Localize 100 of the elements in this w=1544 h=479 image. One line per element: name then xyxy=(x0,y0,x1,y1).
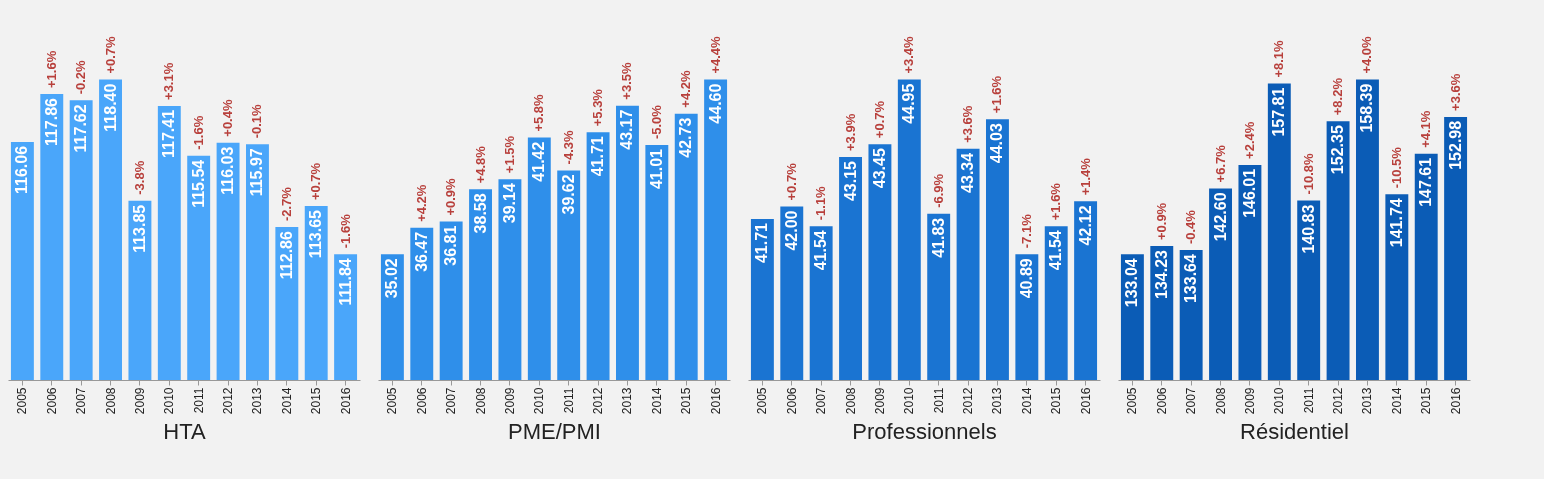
annotation: +0.7% xyxy=(783,162,799,201)
annotation: +2.4% xyxy=(1241,121,1257,159)
data-label: 133.64 xyxy=(1182,254,1200,304)
data-label: 158.39 xyxy=(1358,83,1376,133)
data-label: 113.85 xyxy=(130,204,148,253)
data-label: 41.71 xyxy=(589,136,607,177)
data-label: 117.62 xyxy=(72,104,90,153)
annotation: +3.6% xyxy=(960,105,976,143)
data-label: 117.86 xyxy=(42,97,60,147)
x-tick-label: 2005 xyxy=(755,387,770,415)
x-tick-label: 2011 xyxy=(1301,387,1316,414)
annotation: -0.4% xyxy=(1183,209,1199,245)
annotation: +4.1% xyxy=(1418,110,1434,148)
x-tick-label: 2008 xyxy=(843,387,858,415)
annotation: +0.7% xyxy=(308,162,324,201)
x-axis-title: Résidentiel xyxy=(1240,419,1349,445)
x-tick-label: 2010 xyxy=(1272,387,1287,415)
x-tick-label: 2007 xyxy=(74,387,89,415)
annotation: +4.4% xyxy=(707,35,723,74)
x-axis-title: HTA xyxy=(163,419,207,445)
data-label: 157.81 xyxy=(1270,87,1288,137)
x-tick-label: 2007 xyxy=(1184,387,1199,415)
x-tick-label: 2016 xyxy=(1448,387,1463,415)
data-label: 118.40 xyxy=(101,83,119,132)
data-label: 41.42 xyxy=(530,141,548,182)
x-tick-label: 2012 xyxy=(1331,387,1346,415)
x-tick-label: 2011 xyxy=(931,387,946,414)
x-tick-label: 2015 xyxy=(309,387,324,415)
data-label: 42.00 xyxy=(782,210,800,251)
data-label: 146.01 xyxy=(1240,168,1258,218)
annotation: -10.8% xyxy=(1300,152,1316,195)
annotation: +8.2% xyxy=(1330,77,1346,116)
annotation: +0.9% xyxy=(1153,202,1169,241)
x-tick-label: 2014 xyxy=(279,387,294,415)
annotation: +5.8% xyxy=(531,93,547,132)
x-tick-label: 2014 xyxy=(1389,387,1404,415)
annotation: +5.3% xyxy=(590,88,606,127)
data-label: 112.86 xyxy=(277,231,295,280)
annotation: -3.8% xyxy=(131,160,147,195)
x-tick-label: 2009 xyxy=(132,387,147,415)
data-label: 41.54 xyxy=(812,230,830,271)
data-label: 42.12 xyxy=(1076,205,1094,246)
annotation: -6.9% xyxy=(930,173,946,208)
annotation: +0.7% xyxy=(102,35,118,74)
x-tick-label: 2010 xyxy=(902,387,917,415)
x-tick-label: 2009 xyxy=(1242,387,1257,415)
annotation: +1.4% xyxy=(1077,157,1093,196)
annotation: -5.0% xyxy=(648,104,664,140)
annotation: +4.2% xyxy=(678,70,694,108)
data-label: 133.04 xyxy=(1123,258,1141,308)
data-label: 152.35 xyxy=(1329,125,1347,175)
x-tick-label: 2007 xyxy=(444,387,459,415)
data-label: 35.02 xyxy=(383,258,401,299)
x-tick-label: 2015 xyxy=(679,387,694,415)
annotation: +4.0% xyxy=(1359,35,1375,74)
annotation: +8.1% xyxy=(1271,39,1287,78)
data-label: 43.15 xyxy=(841,160,859,202)
data-label: 40.89 xyxy=(1017,258,1035,299)
x-tick-label: 2014 xyxy=(649,387,664,415)
data-label: 141.74 xyxy=(1387,198,1405,248)
x-tick-label: 2013 xyxy=(1360,387,1375,415)
annotation: -4.3% xyxy=(560,129,576,165)
annotation: +1.6% xyxy=(43,50,59,88)
x-tick-label: 2008 xyxy=(473,387,488,415)
x-tick-label: 2013 xyxy=(990,387,1005,415)
data-label: 36.81 xyxy=(442,225,460,266)
data-label: 36.47 xyxy=(412,231,430,272)
x-tick-label: 2006 xyxy=(44,387,59,415)
data-label: 116.06 xyxy=(13,145,31,194)
data-label: 115.97 xyxy=(248,148,266,197)
annotation: -1.6% xyxy=(337,213,353,249)
x-tick-label: 2012 xyxy=(591,387,606,415)
data-label: 117.41 xyxy=(160,109,178,159)
x-tick-label: 2012 xyxy=(961,387,976,415)
data-label: 39.62 xyxy=(559,174,577,215)
annotation: +0.7% xyxy=(871,100,887,139)
x-tick-label: 2016 xyxy=(708,387,723,415)
data-label: 41.71 xyxy=(753,222,771,264)
x-tick-label: 2016 xyxy=(338,387,353,415)
annotation: +6.7% xyxy=(1212,144,1228,183)
data-label: 44.95 xyxy=(900,83,918,124)
data-label: 38.58 xyxy=(471,193,489,234)
annotation: -0.1% xyxy=(249,103,265,139)
x-tick-label: 2009 xyxy=(502,387,517,415)
data-label: 43.17 xyxy=(618,109,636,150)
x-tick-label: 2008 xyxy=(103,387,118,415)
annotation: +1.6% xyxy=(989,75,1005,114)
annotation: -1.6% xyxy=(190,115,206,150)
x-axis-title: PME/PMI xyxy=(508,419,601,445)
annotation: +1.6% xyxy=(1048,182,1064,221)
x-tick-label: 2015 xyxy=(1419,387,1434,415)
x-tick-label: 2016 xyxy=(1078,387,1093,415)
annotation: +3.4% xyxy=(901,35,917,74)
annotation: -10.5% xyxy=(1388,146,1404,189)
x-tick-label: 2011 xyxy=(191,387,206,414)
x-tick-label: 2015 xyxy=(1049,387,1064,415)
x-tick-label: 2005 xyxy=(385,387,400,415)
x-tick-label: 2013 xyxy=(620,387,635,415)
x-tick-label: 2012 xyxy=(221,387,236,415)
annotation: +0.4% xyxy=(220,99,236,137)
